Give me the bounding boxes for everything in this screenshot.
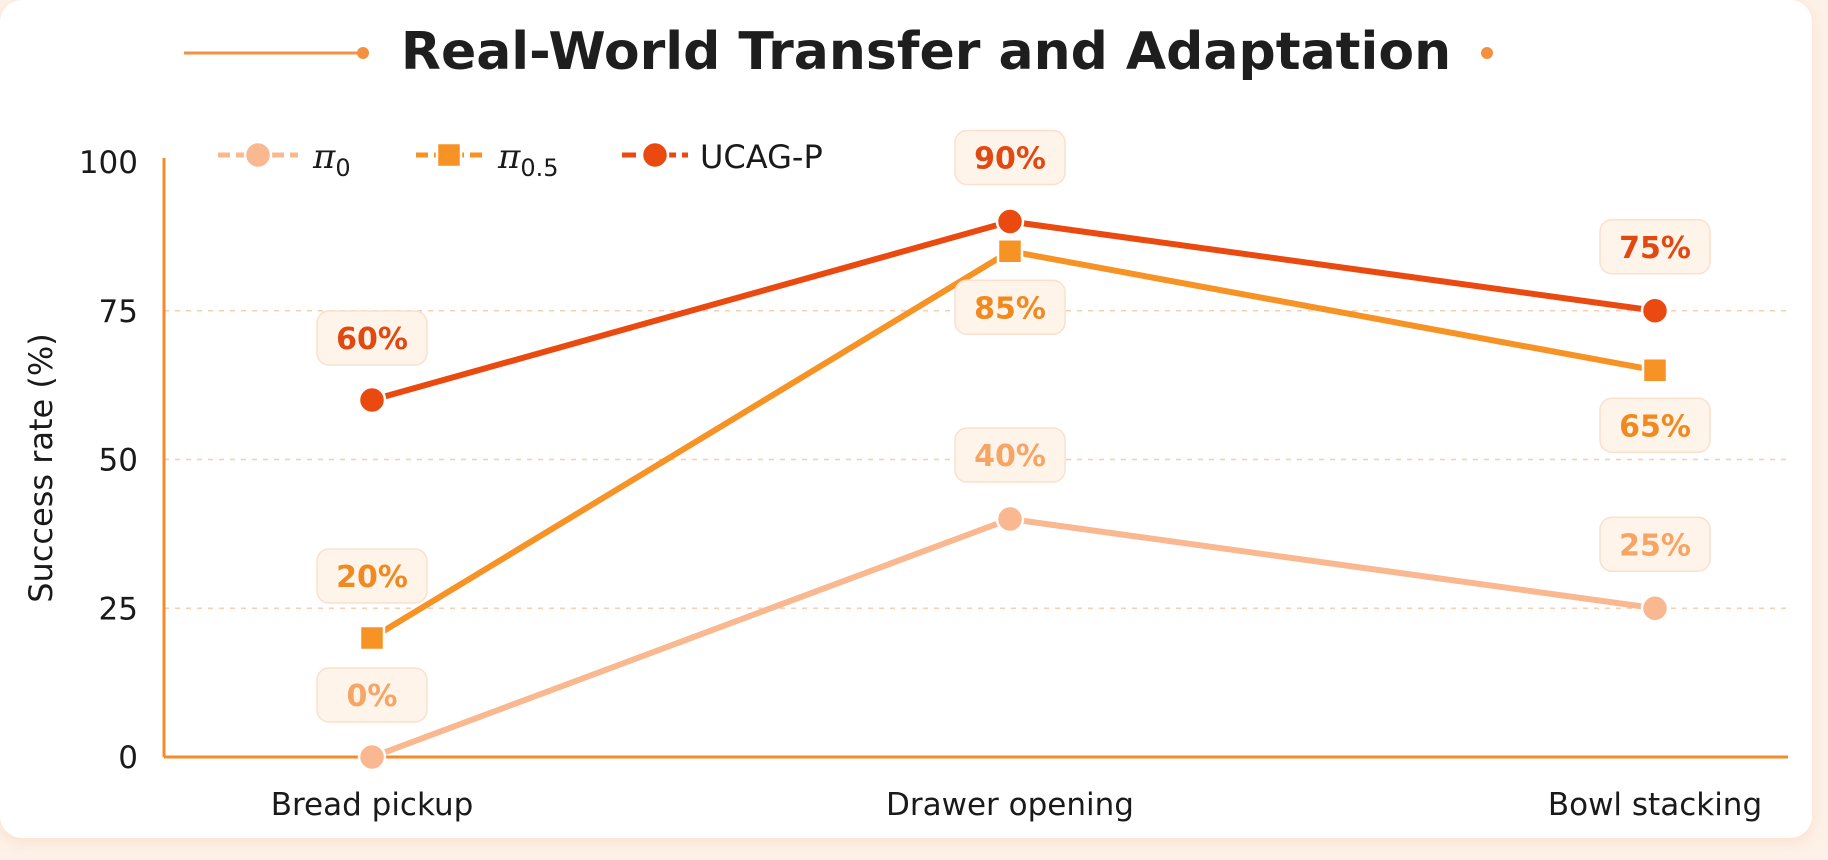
data-label-box <box>1599 516 1711 572</box>
data-point <box>1641 357 1669 384</box>
y-tick-label: 25 <box>99 591 138 627</box>
legend-label-base: π <box>312 137 336 177</box>
data-point <box>996 238 1024 265</box>
data-point <box>357 385 387 415</box>
data-point <box>358 624 386 652</box>
legend-label: π0 <box>312 137 351 182</box>
title-decor-right-dot <box>1481 47 1493 59</box>
y-tick-label: 50 <box>99 443 138 479</box>
data-point <box>995 504 1025 534</box>
data-label: 85% <box>974 291 1046 326</box>
legend-marker <box>622 140 688 170</box>
series-line <box>369 516 1658 760</box>
data-label: 20% <box>336 560 408 595</box>
y-tick-label: 75 <box>99 294 138 330</box>
data-point <box>995 207 1025 236</box>
x-tick-label: Bread pickup <box>271 787 474 823</box>
data-label: 75% <box>1619 231 1691 266</box>
data-label-box <box>1599 397 1711 453</box>
data-label-box <box>1599 219 1711 275</box>
x-axis-labels: Bread pickup Drawer opening Bowl stackin… <box>271 787 1762 823</box>
legend-marker <box>416 141 482 169</box>
legend-label: UCAG-P <box>700 138 823 176</box>
data-label: 25% <box>1619 528 1691 563</box>
legend-item-pi05: π0.5 <box>416 137 559 182</box>
y-tick-label: 0 <box>118 740 138 776</box>
y-axis-label: Success rate (%) <box>22 333 60 603</box>
chart-title: Real-World Transfer and Adaptation <box>401 22 1451 82</box>
data-label: 90% <box>974 142 1046 177</box>
series-layer: 0% 40% 25% 20% 85% 65% 60% 90% 75% <box>316 129 1711 772</box>
data-label: 0% <box>347 679 398 714</box>
y-axis-ticks: 0 25 50 75 100 <box>79 145 138 776</box>
data-label-box <box>954 129 1066 186</box>
gridlines <box>164 309 1788 610</box>
legend-marker <box>218 140 298 170</box>
legend-label-sub: 0 <box>335 154 350 182</box>
chart-title-group: Real-World Transfer and Adaptation <box>184 22 1690 82</box>
legend-label: π0.5 <box>497 137 559 182</box>
data-label-box <box>316 548 428 604</box>
legend-symbol <box>435 141 463 169</box>
legend-item-pi0: π0 <box>218 137 351 182</box>
data-label: 40% <box>974 439 1046 474</box>
data-point <box>357 742 387 772</box>
legend-label-sub: 0.5 <box>520 154 558 182</box>
data-point <box>1640 594 1670 623</box>
legend-symbol <box>640 140 670 170</box>
legend-label-base: π <box>497 137 521 177</box>
x-tick-label: Bowl stacking <box>1548 787 1762 823</box>
data-label: 65% <box>1619 409 1691 444</box>
data-label-box <box>954 279 1066 335</box>
data-label: 60% <box>336 322 408 357</box>
data-label-box <box>316 310 428 366</box>
x-tick-label: Drawer opening <box>886 787 1134 823</box>
y-tick-label: 100 <box>79 145 138 181</box>
data-point <box>1640 296 1670 325</box>
legend-symbol <box>243 140 273 170</box>
title-decor-left-dot <box>357 47 369 59</box>
data-label-box <box>954 427 1066 483</box>
chart-card: Real-World Transfer and Adaptation Succe… <box>0 0 1812 838</box>
data-label-box <box>316 667 428 723</box>
legend: π0 π0.5 UCAG-P <box>218 137 823 182</box>
legend-item-ucag-p: UCAG-P <box>622 138 823 176</box>
